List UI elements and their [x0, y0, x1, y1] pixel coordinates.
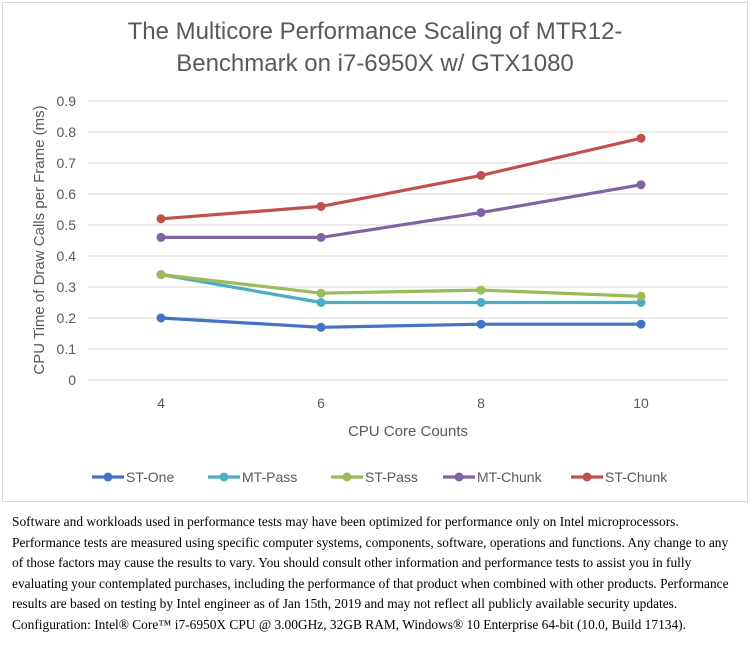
data-point	[476, 298, 486, 307]
series-line	[161, 183, 642, 239]
data-point	[476, 208, 486, 218]
y-axis-ticks: 0 0.1 0.2 0.3 0.4 0.5 0.6 0.7 0.8 0.9	[57, 93, 77, 388]
x-axis-title: CPU Core Counts	[348, 423, 468, 440]
data-point	[476, 285, 486, 295]
legend-marker-icon	[454, 472, 464, 482]
legend-item-st-one: ST-One	[92, 469, 174, 485]
series-mt-chunk	[156, 180, 646, 242]
legend-marker-icon	[103, 472, 113, 482]
x-tick-label: 10	[633, 395, 649, 411]
data-point	[636, 298, 646, 307]
data-point	[156, 313, 166, 323]
data-point	[316, 232, 326, 242]
x-axis-ticks: 4 6 8 10	[157, 395, 649, 411]
y-tick-label: 0.6	[57, 186, 77, 202]
gridlines	[88, 100, 728, 381]
data-point	[636, 133, 646, 143]
data-point	[316, 322, 326, 332]
y-axis-title: CPU Time of Draw Calls per Frame (ms)	[31, 105, 48, 374]
data-point	[156, 270, 166, 280]
chart-title: The Multicore Performance Scaling of MTR…	[0, 16, 750, 80]
y-tick-label: 0.2	[57, 310, 77, 326]
performance-disclaimer: Software and workloads used in performan…	[12, 514, 729, 632]
legend: ST-One MT-Pass ST-Pass MT-Chunk ST-Chunk	[92, 469, 668, 485]
x-tick-label: 6	[317, 395, 325, 411]
data-point	[156, 232, 166, 242]
chart-title-line-1: The Multicore Performance Scaling of MTR…	[127, 18, 623, 45]
data-point	[156, 214, 166, 224]
legend-item-st-pass: ST-Pass	[331, 469, 418, 485]
data-point	[636, 319, 646, 329]
series-st-pass	[156, 270, 646, 301]
data-point	[476, 319, 486, 329]
data-point	[636, 180, 646, 190]
y-tick-label: 0.5	[57, 217, 77, 233]
y-tick-label: 0.8	[57, 124, 77, 140]
legend-marker-icon	[219, 472, 229, 482]
y-tick-label: 0.7	[57, 155, 77, 171]
data-point	[636, 291, 646, 301]
y-tick-label: 0	[68, 372, 76, 388]
data-point	[316, 298, 326, 307]
legend-label: ST-One	[126, 469, 174, 485]
series-st-chunk	[156, 133, 646, 224]
y-tick-label: 0.4	[57, 248, 77, 264]
x-tick-label: 8	[477, 395, 485, 411]
legend-item-st-chunk: ST-Chunk	[571, 469, 668, 485]
line-chart: 0 0.1 0.2 0.3 0.4 0.5 0.6 0.7 0.8 0.9 4 6 8 10 CPU C…	[31, 93, 728, 485]
series-lines	[156, 133, 646, 332]
legend-item-mt-chunk: MT-Chunk	[443, 469, 543, 485]
chart-title-line-2: Benchmark on i7-6950X w/ GTX1080	[176, 50, 574, 77]
legend-marker-icon	[342, 472, 352, 482]
legend-marker-icon	[582, 472, 592, 482]
series-mt-pass	[156, 270, 646, 307]
x-tick-label: 4	[157, 395, 165, 411]
series-line	[160, 136, 642, 221]
y-tick-label: 0.9	[57, 93, 77, 109]
series-line	[160, 273, 642, 298]
legend-label: ST-Pass	[365, 469, 418, 485]
series-line	[160, 316, 641, 329]
legend-label: ST-Chunk	[605, 469, 668, 485]
series-st-one	[156, 313, 646, 332]
legend-item-mt-pass: MT-Pass	[208, 469, 297, 485]
y-tick-label: 0.3	[57, 279, 77, 295]
data-point	[316, 201, 326, 211]
y-tick-label: 0.1	[57, 341, 77, 357]
chart-area	[2, 2, 748, 502]
legend-label: MT-Chunk	[477, 469, 543, 485]
series-line	[160, 273, 641, 305]
legend-label: MT-Pass	[242, 469, 297, 485]
data-point	[476, 170, 486, 180]
data-point	[316, 288, 326, 298]
